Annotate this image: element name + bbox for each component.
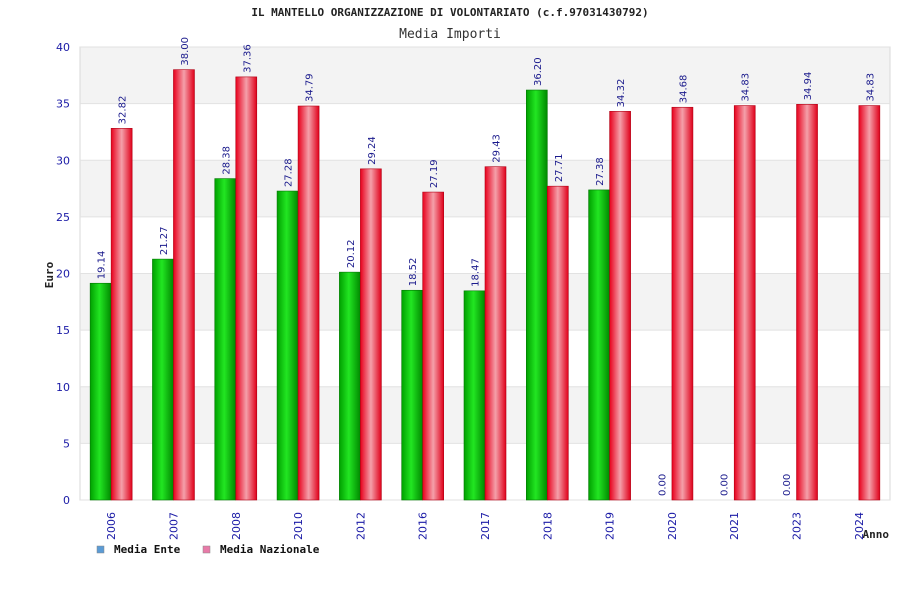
y-tick-label: 25 <box>56 211 70 224</box>
data-label: 34.94 <box>803 72 814 101</box>
data-label: 29.24 <box>367 136 378 165</box>
chart-title: IL MANTELLO ORGANIZZAZIONE DI VOLONTARIA… <box>251 6 648 19</box>
x-tick-label: 2021 <box>728 512 741 540</box>
bar-media-nazionale <box>858 105 881 501</box>
y-tick-label: 40 <box>56 41 70 54</box>
data-label: 0.00 <box>657 474 668 496</box>
x-tick-label: 2008 <box>230 512 243 540</box>
x-tick-label: 2010 <box>292 512 305 540</box>
bar-media-nazionale <box>733 105 756 501</box>
data-labels: 19.14 32.82 21.27 38.00 28.38 37.36 27.28 34.79… <box>97 37 877 496</box>
bar-media-nazionale <box>235 76 258 501</box>
bar-media-nazionale <box>360 168 382 501</box>
bar-media-nazionale <box>796 104 818 501</box>
data-label: 34.79 <box>305 73 316 102</box>
y-axis-label: Euro <box>43 261 56 288</box>
bar-media-ente <box>526 89 548 501</box>
bar-media-ente <box>588 189 610 501</box>
x-tick-label: 2017 <box>479 512 492 540</box>
bar-media-ente <box>463 290 486 501</box>
bar-media-ente <box>214 178 237 501</box>
y-tick-label: 20 <box>56 268 70 281</box>
data-label: 19.14 <box>97 251 108 280</box>
bar-media-nazionale <box>422 191 444 501</box>
x-tick-label: 2007 <box>167 512 180 540</box>
y-axis-ticks: 0 5 10 15 20 25 30 35 40 <box>56 41 70 507</box>
legend-label: Media Ente <box>114 543 181 556</box>
x-tick-label: 2019 <box>604 512 617 540</box>
data-label: 27.71 <box>554 154 565 183</box>
data-label: 34.68 <box>678 75 689 104</box>
bar-media-nazionale <box>173 69 195 501</box>
data-label: 34.83 <box>741 73 752 102</box>
x-tick-label: 2020 <box>666 512 679 540</box>
data-label: 36.20 <box>533 57 544 86</box>
data-label: 27.28 <box>284 158 295 187</box>
data-label: 29.43 <box>492 134 503 163</box>
x-tick-label: 2018 <box>541 512 554 540</box>
y-tick-label: 10 <box>56 381 70 394</box>
y-tick-label: 30 <box>56 154 70 167</box>
chart-subtitle: Media Importi <box>399 27 501 42</box>
x-tick-label: 2023 <box>791 512 804 540</box>
bar-media-ente <box>339 271 361 501</box>
legend: Media Ente Media Nazionale <box>96 543 320 556</box>
data-label: 34.83 <box>865 73 876 102</box>
data-label: 21.27 <box>159 226 170 255</box>
bar-media-nazionale <box>547 185 569 501</box>
data-label: 27.19 <box>429 159 440 188</box>
bar-media-ente <box>152 258 174 501</box>
data-label: 0.00 <box>720 474 731 496</box>
x-axis-ticks: 2006 2007 2008 2010 2012 2016 2017 2018 2019 2020… <box>105 512 866 540</box>
x-axis-label: Anno <box>863 528 890 541</box>
bars <box>89 69 881 501</box>
y-tick-label: 5 <box>63 437 70 450</box>
y-tick-label: 0 <box>63 494 70 507</box>
x-tick-label: 2016 <box>417 512 430 540</box>
plot-band <box>80 47 890 104</box>
bar-media-nazionale <box>484 166 507 501</box>
data-label: 37.36 <box>242 44 253 73</box>
data-label: 27.38 <box>595 157 606 186</box>
x-tick-label: 2012 <box>354 512 367 540</box>
y-tick-label: 35 <box>56 98 70 111</box>
data-label: 34.32 <box>616 79 627 108</box>
data-label: 38.00 <box>180 37 191 66</box>
data-label: 28.38 <box>221 146 232 175</box>
x-tick-label: 2024 <box>853 512 866 540</box>
data-label: 18.52 <box>408 258 419 287</box>
bar-media-nazionale <box>671 106 694 501</box>
x-tick-label: 2006 <box>105 512 118 540</box>
data-label: 0.00 <box>782 474 793 496</box>
y-tick-label: 15 <box>56 324 70 337</box>
legend-swatch <box>202 545 211 554</box>
bar-media-nazionale <box>609 111 631 501</box>
legend-label: Media Nazionale <box>220 543 320 556</box>
bar-media-ente <box>401 289 423 501</box>
data-label: 32.82 <box>118 96 129 125</box>
data-label: 20.12 <box>346 240 357 269</box>
legend-swatch <box>96 545 105 554</box>
bar-media-nazionale <box>297 105 320 501</box>
data-label: 18.47 <box>471 258 482 287</box>
bar-media-ente <box>276 190 299 501</box>
plot-band <box>80 103 890 161</box>
bar-media-nazionale <box>110 128 133 501</box>
bar-media-ente <box>89 282 112 501</box>
